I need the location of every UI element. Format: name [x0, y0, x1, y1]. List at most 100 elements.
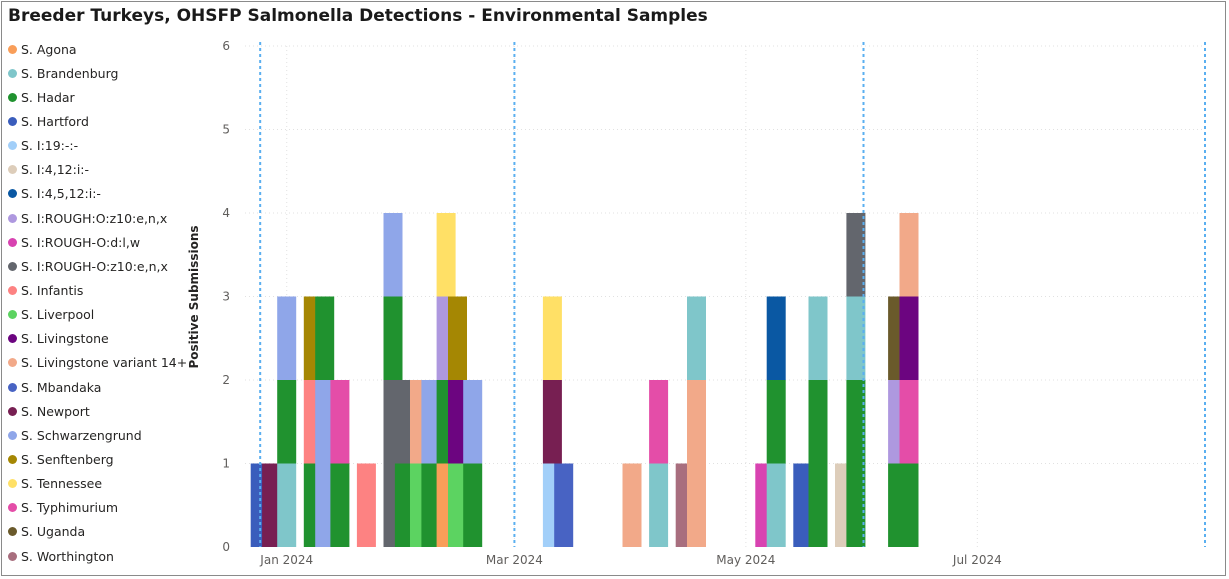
legend-item[interactable]: S. I:ROUGH-O:z10:e,n,x [8, 254, 198, 278]
legend-marker [8, 68, 17, 78]
y-tick-label: 0 [222, 540, 230, 554]
legend-label: S. Senftenberg [21, 451, 114, 467]
legend-marker [8, 334, 17, 344]
legend-marker [8, 406, 17, 416]
bar-segment [808, 296, 828, 380]
legend-item[interactable]: S. Newport [8, 399, 198, 423]
legend-label: S. Mbandaka [21, 379, 102, 395]
bar-segment [315, 380, 335, 547]
legend-marker [8, 116, 17, 126]
legend-item[interactable]: S. I:4,5,12:i:- [8, 182, 198, 206]
bar-segment [542, 296, 562, 380]
x-tick-label: Mar 2024 [486, 553, 543, 567]
legend-marker [8, 454, 17, 464]
legend-label: S. Tennessee [21, 476, 103, 492]
legend-item[interactable]: S. I:19:-:- [8, 134, 198, 158]
bar-segment [448, 380, 467, 464]
bar-segment [394, 463, 414, 547]
legend-label: S. I:4,5,12:i:- [21, 186, 101, 202]
legend-marker [8, 189, 17, 199]
bar-segment [899, 380, 919, 464]
bar-segment [436, 213, 456, 297]
bar-segment [846, 213, 866, 297]
bar-segment [383, 213, 403, 297]
legend-label: S. Liverpool [21, 307, 95, 323]
bar-segment [356, 463, 376, 547]
legend-item[interactable]: S. Schwarzengrund [8, 423, 198, 447]
y-tick-label: 6 [222, 39, 230, 53]
legend-label: S. I:19:-:- [21, 138, 79, 154]
x-tick-label: May 2024 [716, 553, 775, 567]
legend-item[interactable]: S. I:ROUGH:O:z10:e,n,x [8, 206, 198, 230]
bar-segment [277, 380, 297, 464]
y-tick-label: 3 [222, 290, 230, 304]
legend-item[interactable]: S. Uganda [8, 520, 198, 544]
x-tick-label: Jul 2024 [952, 553, 1002, 567]
bar-segment [277, 296, 297, 380]
legend-item[interactable]: S. Hartford [8, 109, 198, 133]
legend-item[interactable]: S. Livingstone [8, 327, 198, 351]
bar-segment [622, 463, 642, 547]
legend-label: S. Livingstone variant 14+ [21, 355, 188, 371]
bar-segment [448, 463, 467, 547]
x-tick-label: Jan 2024 [259, 553, 313, 567]
bar-segment [766, 296, 786, 380]
legend-label: S. Hartford [21, 113, 89, 129]
bar-segment [448, 296, 467, 380]
bar-segment [330, 380, 350, 464]
bar-segment [463, 463, 483, 547]
legend-label: S. Agona [21, 41, 77, 57]
bar-segment [808, 380, 828, 547]
legend-item[interactable]: S. Senftenberg [8, 447, 198, 471]
legend-marker [8, 503, 17, 513]
y-tick-label: 1 [222, 457, 230, 471]
legend-label: S. I:4,12:i:- [21, 162, 90, 178]
legend-marker [8, 141, 17, 151]
legend-marker [8, 237, 17, 247]
legend-label: S. Worthington [21, 548, 114, 564]
legend-marker [8, 479, 17, 489]
legend-marker [8, 213, 17, 223]
legend-item[interactable]: S. Tennessee [8, 472, 198, 496]
legend-item[interactable]: S. Mbandaka [8, 375, 198, 399]
legend-item[interactable]: S. Livingstone variant 14+ [8, 351, 198, 375]
bar-segment [554, 463, 574, 547]
bar-segment [793, 463, 813, 547]
legend-item[interactable]: S. Brandenburg [8, 61, 198, 85]
legend-marker [8, 551, 17, 561]
legend-marker [8, 165, 17, 175]
bar-segment [394, 380, 414, 464]
y-tick-label: 4 [222, 206, 230, 220]
bar-segment [277, 463, 297, 547]
legend-item[interactable]: S. Infantis [8, 278, 198, 302]
legend-label: S. Newport [21, 403, 90, 419]
legend-item[interactable]: S. Worthington [8, 544, 198, 568]
legend-marker [8, 92, 17, 102]
bar-segment [766, 380, 786, 464]
legend-label: S. Livingstone [21, 331, 109, 347]
legend-marker [8, 310, 17, 320]
legend-marker [8, 358, 17, 368]
legend-item[interactable]: S. Hadar [8, 85, 198, 109]
legend-item[interactable]: S. Liverpool [8, 303, 198, 327]
legend-item[interactable]: S. I:4,12:i:- [8, 158, 198, 182]
legend-label: S. Brandenburg [21, 65, 119, 81]
legend-marker [8, 527, 17, 537]
legend-marker [8, 261, 17, 271]
bar-segment [649, 463, 669, 547]
bar-segment [687, 296, 706, 380]
legend-label: S. Infantis [21, 282, 84, 298]
bar-segment [899, 296, 919, 380]
legend-marker [8, 430, 17, 440]
bar-segment [846, 380, 866, 547]
bar-segment [766, 463, 786, 547]
legend-marker [8, 285, 17, 295]
legend-item[interactable]: S. Agona [8, 37, 198, 61]
legend-item[interactable]: S. Typhimurium [8, 496, 198, 520]
bar-segment [383, 296, 403, 380]
legend-marker [8, 382, 17, 392]
y-tick-label: 5 [222, 123, 230, 137]
legend-item[interactable]: S. I:ROUGH-O:d:l,w [8, 230, 198, 254]
